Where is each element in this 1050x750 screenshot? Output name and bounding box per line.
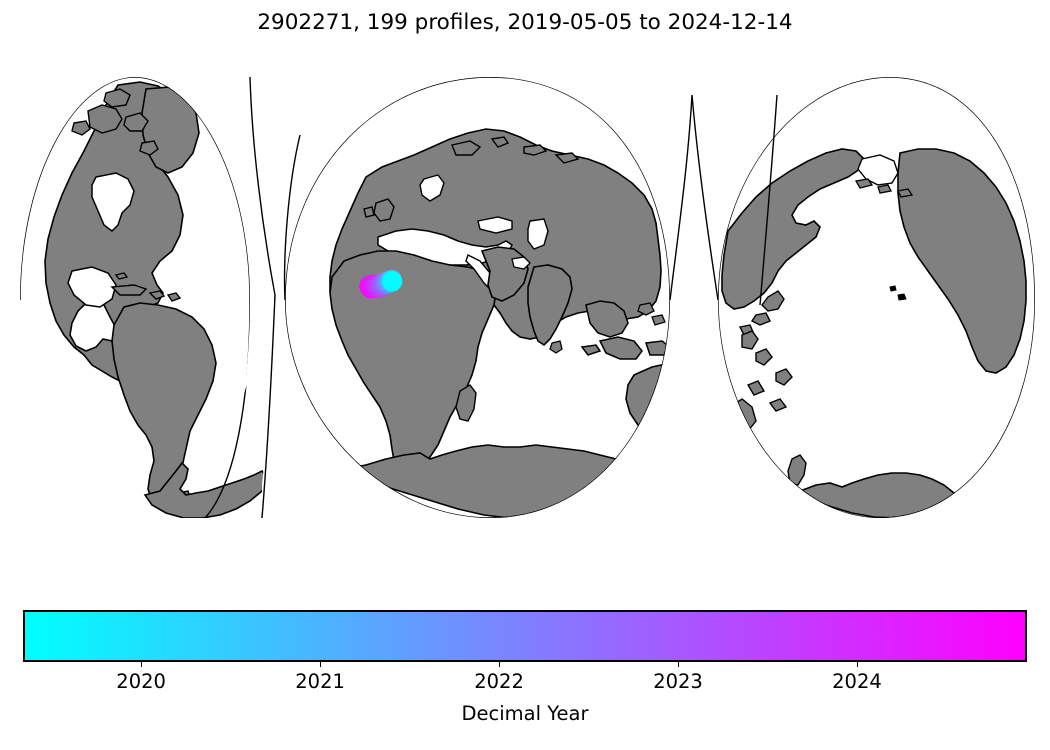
landmass-africa: [329, 250, 497, 474]
british-isles: [363, 198, 395, 222]
arctic-islands: [71, 88, 159, 156]
landmass-antarctica-lobe3: [798, 472, 959, 518]
aleutian-islands: [854, 178, 914, 198]
lobe3-outline: [718, 77, 1035, 518]
colorbar-tick: [141, 662, 143, 667]
world-map: [20, 76, 1035, 519]
arctic-islands-eurasia: [451, 136, 580, 164]
landmass-tasmania: [672, 443, 684, 453]
antarctic-peninsula-lobe3: [787, 454, 807, 486]
baltic-sea: [419, 174, 445, 202]
seam-lobe2-left: [283, 134, 301, 301]
caspian-sea: [527, 218, 549, 250]
landmass-south-america: [111, 302, 217, 504]
map-axes: [0, 55, 1050, 535]
colorbar[interactable]: [23, 610, 1027, 662]
colorbar-tick: [499, 662, 501, 667]
colorbar-tick-label: 2023: [653, 670, 703, 693]
island-hawaii: [889, 285, 907, 301]
bering-sea: [857, 154, 899, 186]
landmass-siberia-east: [721, 148, 865, 310]
landmass-antarctica-lobe2: [321, 444, 664, 518]
black-sea: [477, 216, 513, 234]
map-lobe-eurasia-africa: [285, 77, 720, 518]
caribbean-islands: [110, 272, 182, 302]
landmass-southeast-asia: [580, 300, 670, 360]
colorbar-tick: [856, 662, 858, 667]
profile-scatter-points[interactable]: [359, 269, 403, 299]
hudson-bay: [91, 172, 135, 232]
gulf-of-mexico: [67, 266, 117, 308]
landmass-new-guinea: [678, 343, 720, 361]
colorbar-tick-label: 2022: [474, 670, 524, 693]
seam-lobe3-right: [759, 94, 778, 306]
landmass-australia: [625, 360, 670, 438]
lobe2-outline: [285, 77, 670, 518]
colorbar-axis-label: Decimal Year: [461, 702, 589, 725]
lobe1-outline: [20, 77, 251, 518]
landmass-madagascar: [455, 384, 477, 422]
island-cluster-philippines: [637, 302, 666, 326]
chart-title: 2902271, 199 profiles, 2019-05-05 to 202…: [257, 10, 793, 35]
landmass-new-zealand: [741, 330, 793, 412]
colorbar-tick-label: 2021: [295, 670, 345, 693]
colorbar-tick-label: 2024: [832, 670, 882, 693]
colorbar-tick-label: 2020: [116, 670, 166, 693]
landmass-sri-lanka: [549, 340, 563, 354]
colorbar-tick: [320, 662, 322, 667]
colorbar-tick: [678, 662, 680, 667]
seam-lobe1-lobe2: [249, 76, 276, 519]
colorbar-gradient: [23, 610, 1027, 662]
map-lobe-pacific: [718, 77, 1035, 518]
colorbar-tick-container: 2020 2021 2022 2023 2024: [23, 662, 1027, 702]
profile-point[interactable]: [382, 271, 403, 292]
landmass-alaska: [897, 148, 1027, 374]
landmass-india: [527, 264, 573, 347]
landmass-nz-south: [727, 398, 757, 432]
map-lobe-americas: [20, 77, 275, 518]
persian-gulf: [511, 256, 531, 270]
seam-lobe2-lobe3: [669, 94, 719, 301]
